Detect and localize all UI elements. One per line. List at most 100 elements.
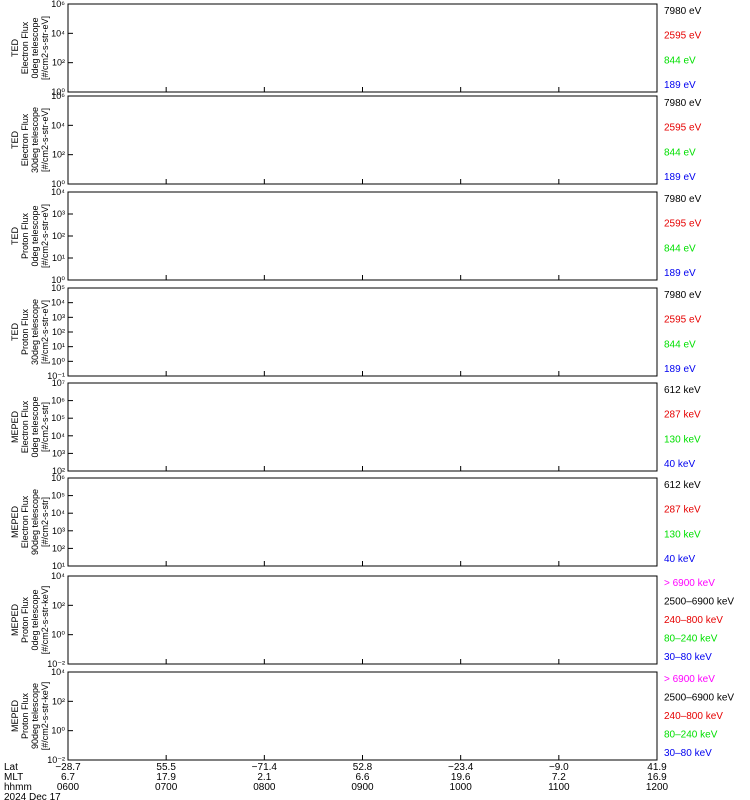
x-tick-lat: −23.4 (448, 762, 474, 773)
legend-entry: 189 eV (664, 364, 696, 375)
y-axis-label-line: TED (10, 226, 20, 245)
y-axis-label-line: [#/cm2-s-str-eV] (40, 300, 50, 364)
x-row-label-mlt: MLT (4, 772, 23, 783)
y-tick-label: 10² (52, 327, 65, 337)
x-tick-mlt: 6.6 (356, 772, 370, 783)
y-axis-label-line: 90deg telescope (30, 489, 40, 555)
y-axis-label-line: [#/cm2-s-str-eV] (40, 108, 50, 172)
y-tick-label: 10⁶ (51, 0, 65, 9)
y-axis-label-line: [#/cm2-s-str] (40, 497, 50, 547)
x-tick-hhmm: 1100 (548, 782, 570, 793)
y-axis-label-line: [#/cm2-s-str-keV] (40, 586, 50, 655)
y-axis-label: MEPED Proton Flux 0deg telescope [#/cm2-s-s… (10, 586, 50, 655)
y-tick-label: 10⁶ (51, 91, 65, 101)
y-axis-label-line: 0deg telescope (30, 17, 40, 78)
y-tick-label: 10³ (52, 209, 65, 219)
legend-entry: 189 eV (664, 80, 696, 91)
y-tick-label: 10² (52, 58, 65, 68)
legend-entry: 130 keV (664, 529, 701, 540)
y-tick-label: 10⁶ (51, 396, 65, 406)
y-axis-label-line: [#/cm2-s-str] (40, 402, 50, 452)
x-row-label-lat: Lat (4, 762, 18, 773)
panel-frame (67, 671, 658, 761)
y-axis-label: MEPED Electron Flux 90deg telescope [#/cm2-… (10, 489, 50, 555)
legend-entry: 2500–6900 keV (664, 597, 734, 608)
x-tick-lat: −28.7 (55, 762, 81, 773)
x-tick-lat: 55.5 (156, 762, 176, 773)
legend-entry: 844 eV (664, 339, 696, 350)
y-tick-label: 10² (52, 696, 65, 706)
x-tick-mlt: 19.6 (451, 772, 471, 783)
y-axis-label-line: MEPED (10, 506, 20, 539)
legend-entry: 30–80 keV (664, 652, 712, 663)
y-tick-label: 10⁴ (51, 120, 65, 130)
y-tick-label: 10⁰ (51, 87, 65, 97)
y-tick-label: 10² (52, 466, 65, 476)
x-tick-lat: −71.4 (252, 762, 278, 773)
y-axis-label-line: MEPED (10, 604, 20, 637)
x-tick-mlt: 16.9 (647, 772, 667, 783)
y-tick-label: 10³ (52, 312, 65, 322)
y-tick-label: 10² (52, 600, 65, 610)
x-tick-lat: −9.0 (549, 762, 569, 773)
legend-entry: 80–240 keV (664, 634, 718, 645)
x-tick-mlt: 7.2 (552, 772, 566, 783)
y-axis-label-line: 30deg telescope (30, 299, 40, 365)
y-axis-label-line: Electron Flux (20, 400, 30, 453)
y-tick-label: 10⁴ (51, 28, 65, 38)
legend-entry: 844 eV (664, 55, 696, 66)
x-tick-mlt: 17.9 (156, 772, 176, 783)
legend-entry: 287 keV (664, 410, 701, 421)
panel-frame (67, 382, 658, 472)
legend-entry: 7980 eV (664, 98, 702, 109)
y-tick-label: 10⁴ (51, 667, 65, 677)
y-tick-label: 10⁰ (51, 356, 65, 366)
y-axis-label-line: Proton Flux (20, 308, 30, 355)
y-tick-label: 10⁵ (51, 491, 65, 501)
y-tick-label: 10⁻² (47, 659, 65, 669)
y-tick-label: 10⁻² (47, 755, 65, 765)
y-tick-label: 10⁴ (51, 571, 65, 581)
y-tick-label: 10⁵ (51, 283, 65, 293)
legend-entry: 844 eV (664, 147, 696, 158)
y-axis-label-line: Electron Flux (20, 113, 30, 166)
x-tick-lat: 52.8 (353, 762, 373, 773)
x-row-label-hhmm: hhmm (4, 782, 32, 793)
legend-entry: > 6900 keV (664, 674, 715, 685)
y-tick-label: 10⁷ (52, 378, 65, 388)
y-axis-label-line: MEPED (10, 411, 20, 444)
y-tick-label: 10² (52, 150, 65, 160)
legend-entry: 287 keV (664, 505, 701, 516)
y-axis-label: TED Proton Flux 30deg telescope [#/cm2-s-st… (10, 299, 50, 365)
legend-entry: 30–80 keV (664, 748, 712, 759)
x-tick-hhmm: 0700 (155, 782, 178, 793)
panel-frame (67, 477, 658, 567)
y-axis-label-line: 30deg telescope (30, 107, 40, 173)
legend-entry: 612 keV (664, 480, 701, 491)
legend-entry: 240–800 keV (664, 615, 723, 626)
legend-entry: 189 eV (664, 172, 696, 183)
legend-entry: 40 keV (664, 459, 695, 470)
y-axis-label: TED Proton Flux 0deg telescope [#/cm2-s-str… (10, 204, 50, 268)
legend-entry: 7980 eV (664, 194, 702, 205)
legend-entry: 7980 eV (664, 6, 702, 17)
x-tick-lat: 41.9 (647, 762, 667, 773)
legend-entry: 2595 eV (664, 219, 702, 230)
panel-frame (67, 95, 658, 185)
panel-frame (67, 3, 658, 93)
y-axis-label-line: [#/cm2-s-str-eV] (40, 204, 50, 268)
y-tick-label: 10⁰ (51, 275, 65, 285)
y-axis-label-line: TED (10, 130, 20, 149)
panel-7: 10⁴ 10² 10⁰ 10⁻² MEPED Proton Flux 0deg telesc… (10, 571, 734, 669)
y-axis-label: MEPED Electron Flux 0deg telescope [#/cm2-s… (10, 396, 50, 457)
panel-frame (67, 575, 658, 665)
y-axis-label-line: 0deg telescope (30, 589, 40, 650)
legend-entry: 844 eV (664, 243, 696, 254)
y-axis-label-line: Electron Flux (20, 495, 30, 548)
